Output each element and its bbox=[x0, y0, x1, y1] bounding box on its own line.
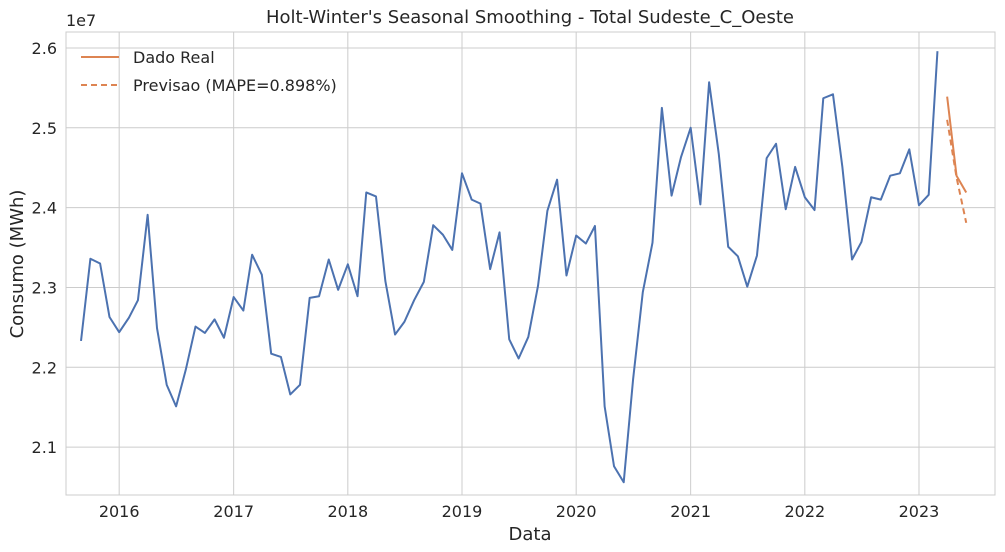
x-tick-label: 2023 bbox=[899, 502, 940, 521]
chart-title: Holt-Winter's Seasonal Smoothing - Total… bbox=[266, 7, 794, 28]
y-tick-label: 2.6 bbox=[32, 39, 57, 58]
x-tick-label: 2020 bbox=[556, 502, 597, 521]
x-tick-label: 2019 bbox=[442, 502, 483, 521]
y-tick-label: 2.5 bbox=[32, 119, 57, 138]
y-tick-label: 2.3 bbox=[32, 278, 57, 297]
plot-background bbox=[66, 32, 995, 495]
x-tick-label: 2021 bbox=[670, 502, 711, 521]
x-tick-label: 2016 bbox=[99, 502, 140, 521]
series-line-real bbox=[946, 96, 968, 193]
legend-label-forecast: Previsao (MAPE=0.898%) bbox=[133, 76, 337, 95]
x-tick-labels: 2016 2017 2018 2019 2020 2021 2022 2023 bbox=[99, 502, 940, 521]
legend: Dado Real Previsao (MAPE=0.898%) bbox=[81, 48, 337, 95]
series-layer bbox=[80, 51, 968, 484]
y-offset-label: 1e7 bbox=[66, 11, 96, 30]
x-tick-label: 2018 bbox=[327, 502, 368, 521]
y-tick-label: 2.4 bbox=[32, 199, 57, 218]
y-gridlines bbox=[66, 47, 995, 448]
y-tick-labels: 2.1 2.2 2.3 2.4 2.5 2.6 bbox=[32, 39, 57, 457]
y-tick-label: 2.1 bbox=[32, 438, 57, 457]
x-axis-label: Data bbox=[509, 524, 552, 545]
y-tick-label: 2.2 bbox=[32, 358, 57, 377]
x-tick-label: 2022 bbox=[784, 502, 825, 521]
legend-label-real: Dado Real bbox=[133, 48, 215, 67]
y-axis-label: Consumo (MWh) bbox=[7, 190, 28, 339]
x-tick-label: 2017 bbox=[213, 502, 254, 521]
plot-frame bbox=[65, 31, 996, 496]
series-line-history bbox=[80, 51, 939, 484]
